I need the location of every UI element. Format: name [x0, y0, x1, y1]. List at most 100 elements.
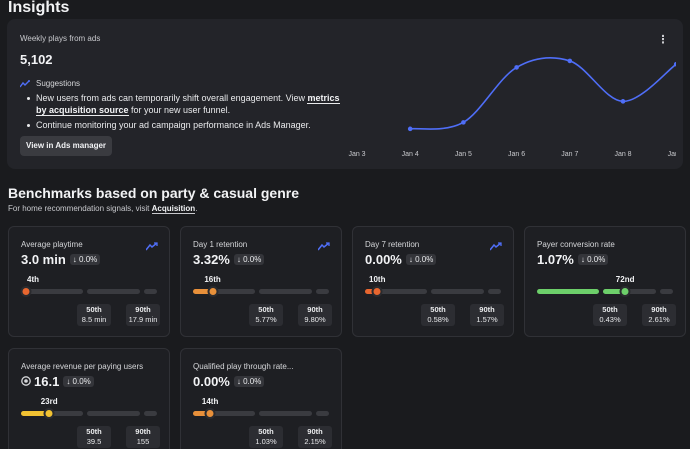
card-value: 0.00% — [365, 252, 402, 267]
card-value-row: 0.00% ↓ 0.0% — [365, 252, 437, 267]
x-tick-label: Jan 3 — [348, 151, 365, 158]
bar-segment — [193, 411, 255, 416]
percentile-bar — [21, 408, 157, 419]
data-point — [514, 65, 519, 70]
p90-value: 2.61% — [648, 315, 670, 324]
suggestion-text: Continue monitoring your ad campaign per… — [36, 120, 311, 130]
rank-label: 14th — [201, 397, 219, 406]
benchmarks-title: Benchmarks based on party & casual genre — [8, 185, 299, 201]
suggestion-item: New users from ads can temporarily shift… — [27, 92, 347, 116]
data-point — [567, 58, 573, 64]
card-value: 1.07% — [537, 252, 574, 267]
benchmark-card[interactable]: Day 1 retention 3.32% ↓ 0.0% 16th 50th 5.77% 9… — [180, 226, 342, 337]
card-value-row: 1.07% ↓ 0.0% — [537, 252, 609, 267]
card-title: Payer conversion rate — [537, 240, 615, 249]
coin-icon — [21, 374, 31, 389]
trend-icon — [317, 238, 330, 256]
p90-value: 17.9 min — [128, 315, 158, 324]
p50-label: 50th — [258, 427, 274, 436]
view-in-ads-manager-button[interactable]: View in Ads manager — [20, 136, 113, 156]
card-title: Average revenue per paying users — [21, 362, 144, 371]
trend-icon — [145, 238, 158, 256]
bar-segment — [316, 289, 329, 294]
p90-badge: 90th 155 — [126, 426, 160, 448]
bar-segment — [87, 411, 140, 416]
percentile-marker — [20, 286, 32, 297]
p90-label: 90th — [135, 305, 151, 314]
delta-badge: ↓ 0.0% — [405, 254, 437, 265]
p90-value: 2.15% — [304, 437, 326, 446]
p50-label: 50th — [86, 427, 102, 436]
benchmark-card[interactable]: Qualified play through rate... 0.00% ↓ 0.0… — [180, 348, 342, 449]
p90-badge: 90th 2.61% — [642, 304, 676, 326]
percentile-bar — [193, 286, 329, 297]
benchmark-card[interactable]: Average revenue per paying users 16.1 ↓ 0.… — [8, 348, 170, 449]
insights-label: Weekly plays from ads — [20, 34, 101, 43]
p50-badge: 50th 0.58% — [421, 304, 455, 326]
rank-label: 72nd — [615, 275, 635, 284]
bar-segment — [259, 411, 312, 416]
subtitle-text: For home recommendation signals, visit — [8, 204, 152, 213]
suggestion-text: for your new user funnel. — [128, 105, 231, 115]
percentile-bar — [193, 408, 329, 419]
rank-label: 23rd — [40, 397, 58, 406]
card-title: Average playtime — [21, 240, 83, 249]
weekly-plays-chart: Jan 3 Jan 4 Jan 5 Jan 6 Jan 7 Jan 8 Jan 9 — [348, 56, 676, 158]
x-tick-label: Jan 6 — [508, 151, 525, 158]
card-value-text: 0.00% — [193, 374, 230, 389]
percentile-marker — [204, 408, 216, 419]
p50-label: 50th — [602, 305, 618, 314]
card-value-text: 3.32% — [193, 252, 230, 267]
insights-value: 5,102 — [20, 52, 53, 67]
card-value-row: 3.0 min ↓ 0.0% — [21, 252, 101, 267]
suggestions-header: Suggestions — [20, 79, 80, 88]
percentile-bar — [365, 286, 501, 297]
more-options-icon[interactable]: ⋮ — [657, 34, 669, 46]
p50-label: 50th — [430, 305, 446, 314]
bar-segment — [193, 289, 255, 294]
bar-segment — [87, 289, 140, 294]
percentile-bar — [20, 286, 157, 297]
p90-label: 90th — [479, 305, 495, 314]
suggestion-item: Continue monitoring your ad campaign per… — [27, 119, 347, 131]
card-value: 16.1 — [21, 374, 59, 389]
bar-segment — [316, 411, 329, 416]
p90-label: 90th — [307, 427, 323, 436]
p50-label: 50th — [86, 305, 102, 314]
card-value-row: 16.1 ↓ 0.0% — [21, 374, 94, 389]
series-line — [410, 56, 676, 130]
bar-segment — [431, 289, 484, 294]
x-tick-label: Jan 5 — [455, 151, 472, 158]
metrics-by-acquisition-link[interactable]: metrics by acquisition source — [36, 93, 340, 116]
card-value: 3.0 min — [21, 252, 66, 267]
page-title: Insights — [8, 0, 70, 16]
delta-badge: ↓ 0.0% — [233, 376, 265, 387]
bar-segment — [537, 289, 599, 294]
suggestions-title: Suggestions — [36, 79, 81, 88]
delta-badge: ↓ 0.0% — [63, 376, 94, 387]
sparkle-trend-icon — [20, 79, 30, 87]
data-point — [673, 61, 676, 67]
delta-badge: ↓ 0.0% — [233, 254, 265, 265]
x-tick-label: Jan 8 — [614, 151, 631, 158]
p50-badge: 50th 39.5 — [77, 426, 111, 448]
p50-value: 0.58% — [427, 315, 449, 324]
card-value-text: 0.00% — [365, 252, 402, 267]
percentile-marker — [619, 286, 631, 297]
p50-label: 50th — [258, 305, 274, 314]
benchmark-card[interactable]: Day 7 retention 0.00% ↓ 0.0% 10th 50th 0.58% 9… — [352, 226, 514, 337]
p90-value: 9.80% — [304, 315, 326, 324]
card-value: 3.32% — [193, 252, 230, 267]
percentile-marker — [43, 408, 55, 419]
p50-badge: 50th 8.5 min — [77, 304, 111, 326]
data-point — [461, 120, 466, 125]
benchmark-card[interactable]: Payer conversion rate 1.07% ↓ 0.0% 72nd 50th… — [524, 226, 686, 337]
benchmark-card[interactable]: Average playtime 3.0 min ↓ 0.0% 4th 50th 8.5 … — [8, 226, 170, 337]
p90-label: 90th — [651, 305, 667, 314]
p50-value: 0.43% — [599, 315, 621, 324]
card-value-text: 16.1 — [34, 374, 60, 389]
card-value-row: 3.32% ↓ 0.0% — [193, 252, 265, 267]
x-tick-label: Jan 4 — [402, 151, 419, 158]
bar-segment — [365, 289, 427, 294]
acquisition-link[interactable]: Acquisition — [151, 204, 196, 214]
